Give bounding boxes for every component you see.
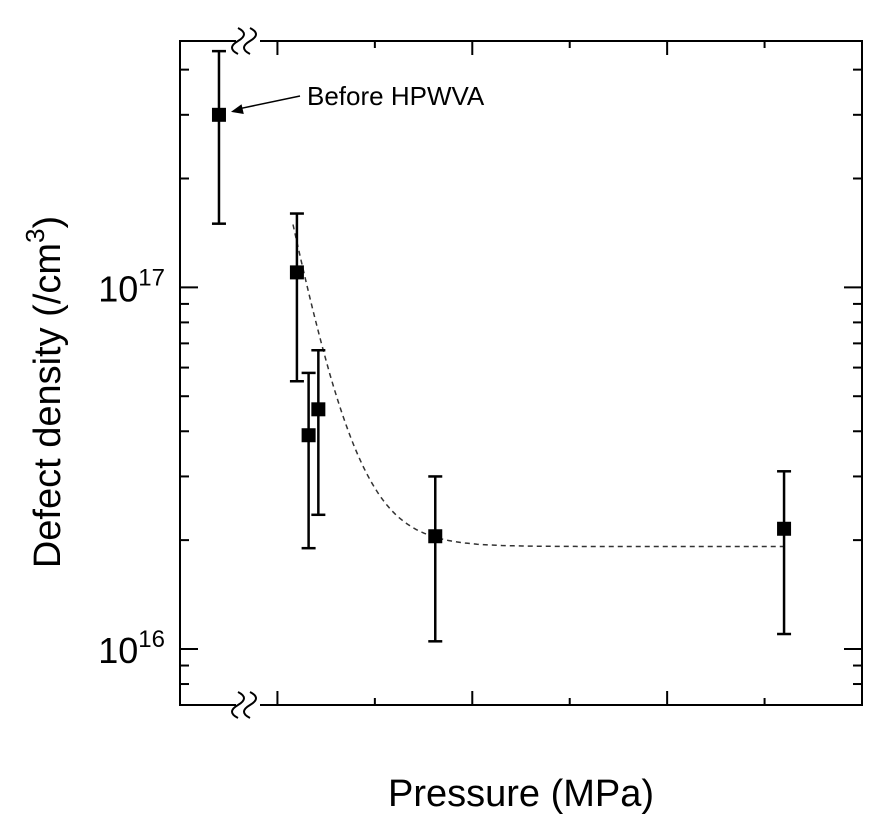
fit-curve: [292, 224, 785, 548]
data-point-marker: [311, 402, 326, 417]
annotation-group: Before HPWVA: [230, 81, 485, 115]
plot-frame: [179, 40, 863, 706]
annotation-arrow-line: [238, 95, 301, 110]
data-point-marker: [428, 529, 443, 544]
axis-break-mark-bottom-left-b: [243, 691, 257, 719]
y-major-tick-exponent: 17: [138, 264, 165, 291]
data-point-group: [428, 475, 443, 643]
y-major-tick-base: 10: [98, 268, 138, 309]
axes: [179, 27, 863, 719]
data-point-group: [777, 470, 792, 636]
axis-break-mark-top-left-b: [243, 27, 257, 55]
data-point-group: [211, 49, 226, 225]
fit-curve-group: [292, 224, 785, 548]
y-major-tick-label: 1017: [98, 264, 165, 309]
y-major-tick-base: 10: [98, 630, 138, 671]
y-major-tick-exponent: 16: [138, 626, 165, 653]
y-axis-title-main: Defect density (/cm: [27, 243, 69, 568]
data-point-group: [301, 371, 316, 550]
y-axis-title: Defect density (/cm3): [20, 216, 69, 568]
data-point-marker: [301, 428, 316, 443]
data-point-marker: [289, 265, 304, 280]
annotation-text: Before HPWVA: [307, 81, 485, 111]
annotation-arrow-head: [230, 104, 244, 115]
series-group: [211, 49, 792, 643]
y-axis-title-superscript: 3: [20, 228, 50, 242]
data-point-group: [289, 212, 304, 383]
axis-break-mark-bottom-left-a: [231, 691, 245, 719]
data-point-marker: [777, 521, 792, 536]
x-axis-title: Pressure (MPa): [388, 773, 654, 815]
data-point-group: [311, 349, 326, 517]
y-axis-title-close: ): [27, 216, 69, 229]
data-point-marker: [211, 107, 226, 122]
y-major-tick-label: 1016: [98, 626, 165, 671]
axis-break-mark-top-left-a: [231, 27, 245, 55]
